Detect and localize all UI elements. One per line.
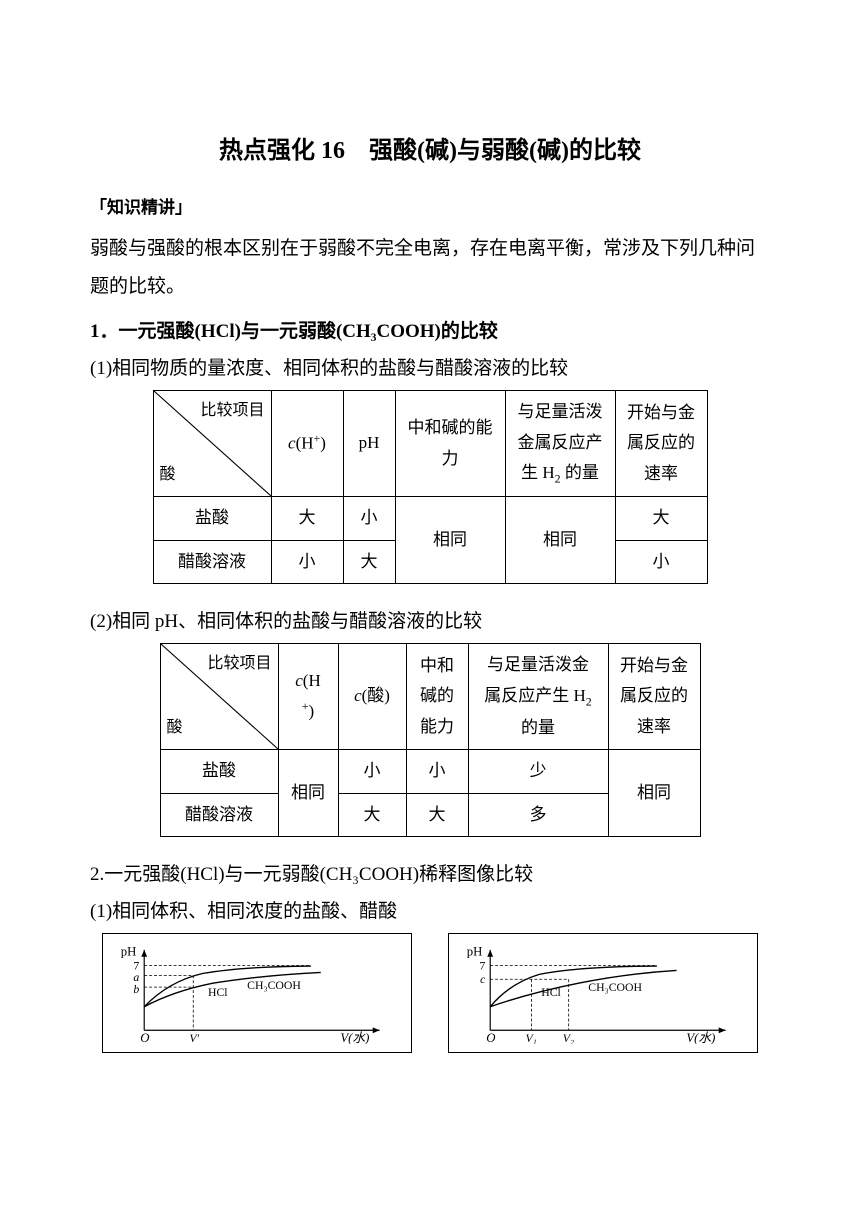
section-label: 「知识精讲」	[90, 193, 770, 218]
heading-2: 2.一元强酸(HCl)与一元弱酸(CH₃COOH)稀释图像比较	[90, 859, 770, 886]
svg-text:pH: pH	[467, 945, 483, 959]
diag-label-top: 比较项目	[207, 650, 271, 679]
col-header: 中和碱的能力	[395, 391, 505, 497]
col-header: 中和碱的能力	[406, 644, 468, 750]
comparison-table-2: 比较项目 酸 c(H+) c(酸) 中和碱的能力 与足量活泼金属反应产生 H2的…	[160, 643, 701, 837]
merged-cell: 相同	[505, 497, 615, 584]
svg-text:V′: V′	[189, 1032, 199, 1044]
svg-text:CH₃COOH: CH₃COOH	[588, 981, 642, 994]
col-header: pH	[343, 391, 395, 497]
diag-label-top: 比较项目	[200, 397, 264, 426]
svg-text:V₁: V₁	[526, 1032, 537, 1044]
cell: 大	[406, 793, 468, 837]
svg-text:b: b	[133, 983, 139, 996]
svg-text:O: O	[140, 1031, 149, 1044]
table-header-row: 比较项目 酸 c(H+) pH 中和碱的能力 与足量活泼金属反应产生 H2 的量…	[153, 391, 707, 497]
svg-text:c: c	[480, 974, 486, 987]
col-header: c(H+)	[278, 644, 338, 750]
col-header: 开始与金属反应的速率	[608, 644, 700, 750]
subheading-1-1: (1)相同物质的量浓度、相同体积的盐酸与醋酸溶液的比较	[90, 353, 770, 380]
diagonal-header-cell: 比较项目 酸	[160, 644, 278, 750]
table-row: 盐酸 相同 小 小 少 相同	[160, 750, 700, 794]
heading-1: 1．一元强酸(HCl)与一元弱酸(CH₃COOH)的比较	[90, 316, 770, 343]
diagonal-header-cell: 比较项目 酸	[153, 391, 271, 497]
page-title: 热点强化 16 强酸(碱)与弱酸(碱)的比较	[90, 130, 770, 165]
svg-text:V(水): V(水)	[686, 1031, 715, 1044]
col-header: c(酸)	[338, 644, 406, 750]
merged-cell: 相同	[278, 750, 338, 837]
col-header: c(H+)	[271, 391, 343, 497]
comparison-table-1: 比较项目 酸 c(H+) pH 中和碱的能力 与足量活泼金属反应产生 H2 的量…	[153, 390, 708, 584]
intro-paragraph: 弱酸与强酸的根本区别在于弱酸不完全电离，存在电离平衡，常涉及下列几种问题的比较。	[90, 230, 770, 306]
svg-text:O: O	[486, 1031, 495, 1044]
dilution-chart-1: pH 7 a b O V′ V(水) HCl CH₃COOH	[102, 933, 412, 1053]
merged-cell: 相同	[608, 750, 700, 837]
row-label: 盐酸	[160, 750, 278, 794]
col-header: 与足量活泼金属反应产生 H2的量	[468, 644, 608, 750]
cell: 少	[468, 750, 608, 794]
diag-label-bottom: 酸	[160, 461, 176, 490]
table-header-row: 比较项目 酸 c(H+) c(酸) 中和碱的能力 与足量活泼金属反应产生 H2的…	[160, 644, 700, 750]
dilution-chart-2: pH 7 c O V₁ V₂ V(水) HCl CH₃COOH	[448, 933, 758, 1053]
row-label: 盐酸	[153, 497, 271, 541]
cell: 大	[615, 497, 707, 541]
heading-1-prefix: 1．	[90, 321, 119, 342]
svg-text:HCl: HCl	[208, 986, 228, 999]
cell: 大	[271, 497, 343, 541]
svg-text:V(水): V(水)	[340, 1031, 369, 1044]
col-header: 与足量活泼金属反应产生 H2 的量	[505, 391, 615, 497]
svg-text:CH₃COOH: CH₃COOH	[247, 979, 301, 992]
cell: 多	[468, 793, 608, 837]
heading-1-text: 一元强酸(HCl)与一元弱酸(CH₃COOH)的比较	[119, 321, 498, 342]
cell: 大	[343, 540, 395, 584]
subheading-1-2: (2)相同 pH、相同体积的盐酸与醋酸溶液的比较	[90, 606, 770, 633]
chart-row: pH 7 a b O V′ V(水) HCl CH₃COOH pH 7 c O	[102, 933, 758, 1053]
cell: 小	[343, 497, 395, 541]
cell: 小	[615, 540, 707, 584]
diag-label-bottom: 酸	[167, 714, 183, 743]
subheading-2-1: (1)相同体积、相同浓度的盐酸、醋酸	[90, 896, 770, 923]
row-label: 醋酸溶液	[153, 540, 271, 584]
svg-text:HCl: HCl	[541, 986, 561, 999]
col-header: 开始与金属反应的速率	[615, 391, 707, 497]
svg-text:7: 7	[479, 960, 485, 973]
cell: 小	[406, 750, 468, 794]
cell: 小	[271, 540, 343, 584]
row-label: 醋酸溶液	[160, 793, 278, 837]
svg-text:pH: pH	[121, 945, 137, 959]
cell: 大	[338, 793, 406, 837]
cell: 小	[338, 750, 406, 794]
table-row: 盐酸 大 小 相同 相同 大	[153, 497, 707, 541]
merged-cell: 相同	[395, 497, 505, 584]
svg-text:V₂: V₂	[563, 1032, 574, 1044]
